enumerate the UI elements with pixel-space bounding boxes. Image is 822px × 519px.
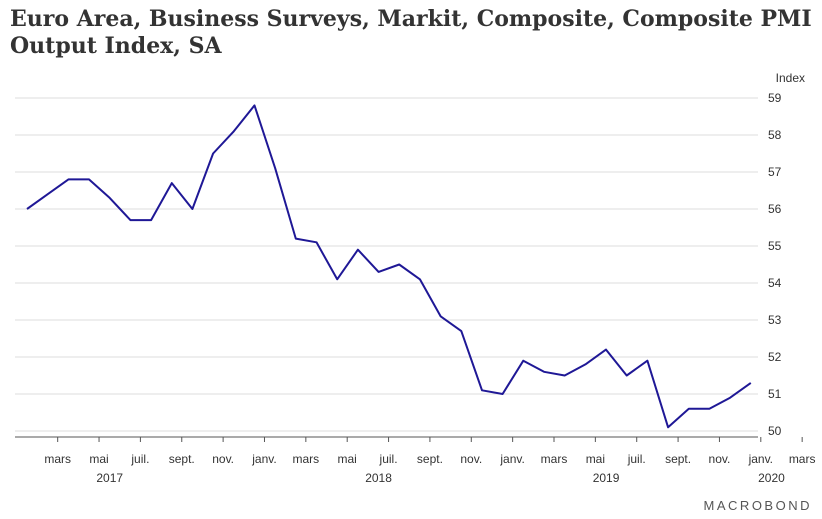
x-axis: mars mai juil. sept. nov. janv. mars mai juil. se… bbox=[44, 437, 815, 466]
x-tick-label: mars bbox=[44, 452, 71, 466]
series-group bbox=[26, 104, 752, 429]
x-tick-label: sept. bbox=[665, 452, 691, 466]
x-tick-label: mars bbox=[541, 452, 568, 466]
x-tick-label: nov. bbox=[212, 452, 234, 466]
x-year-label: 2020 bbox=[758, 471, 785, 485]
y-tick-label: 50 bbox=[768, 424, 782, 438]
x-tick-label: juil. bbox=[379, 452, 398, 466]
x-tick-label: mai bbox=[338, 452, 357, 466]
x-year-label: 2019 bbox=[593, 471, 620, 485]
x-tick-label: janv. bbox=[748, 452, 773, 466]
x-tick-label: nov. bbox=[709, 452, 731, 466]
macrobond-logo: MACROBOND bbox=[703, 498, 812, 513]
x-year-label: 2017 bbox=[96, 471, 123, 485]
y-tick-label: 54 bbox=[768, 276, 782, 290]
x-tick-label: nov. bbox=[460, 452, 482, 466]
y-axis-label: Index bbox=[776, 71, 805, 85]
x-tick-label: mars bbox=[293, 452, 320, 466]
y-tick-label: 56 bbox=[768, 202, 782, 216]
y-tick-label: 59 bbox=[768, 91, 782, 105]
x-tick-label: mai bbox=[586, 452, 605, 466]
x-tick-label: mars bbox=[789, 452, 816, 466]
series-line bbox=[26, 104, 752, 429]
x-year-label: 2018 bbox=[365, 471, 392, 485]
y-tick-label: 57 bbox=[768, 165, 782, 179]
y-tick-label: 55 bbox=[768, 239, 782, 253]
grid-lines bbox=[15, 97, 758, 432]
x-tick-label: mai bbox=[89, 452, 108, 466]
x-tick-label: juil. bbox=[130, 452, 149, 466]
y-tick-label: 52 bbox=[768, 350, 782, 364]
x-tick-label: sept. bbox=[169, 452, 195, 466]
x-tick-label: juil. bbox=[627, 452, 646, 466]
x-axis-year-labels: 2017 2018 2019 2020 bbox=[96, 471, 785, 485]
chart-title: Euro Area, Business Surveys, Markit, Com… bbox=[10, 6, 812, 59]
y-tick-label: 58 bbox=[768, 128, 782, 142]
y-axis: 50 51 52 53 54 55 56 57 58 59 bbox=[768, 91, 782, 438]
x-tick-label: sept. bbox=[417, 452, 443, 466]
x-tick-label: janv. bbox=[251, 452, 276, 466]
x-tick-label: janv. bbox=[499, 452, 524, 466]
y-tick-label: 51 bbox=[768, 387, 782, 401]
y-tick-label: 53 bbox=[768, 313, 782, 327]
